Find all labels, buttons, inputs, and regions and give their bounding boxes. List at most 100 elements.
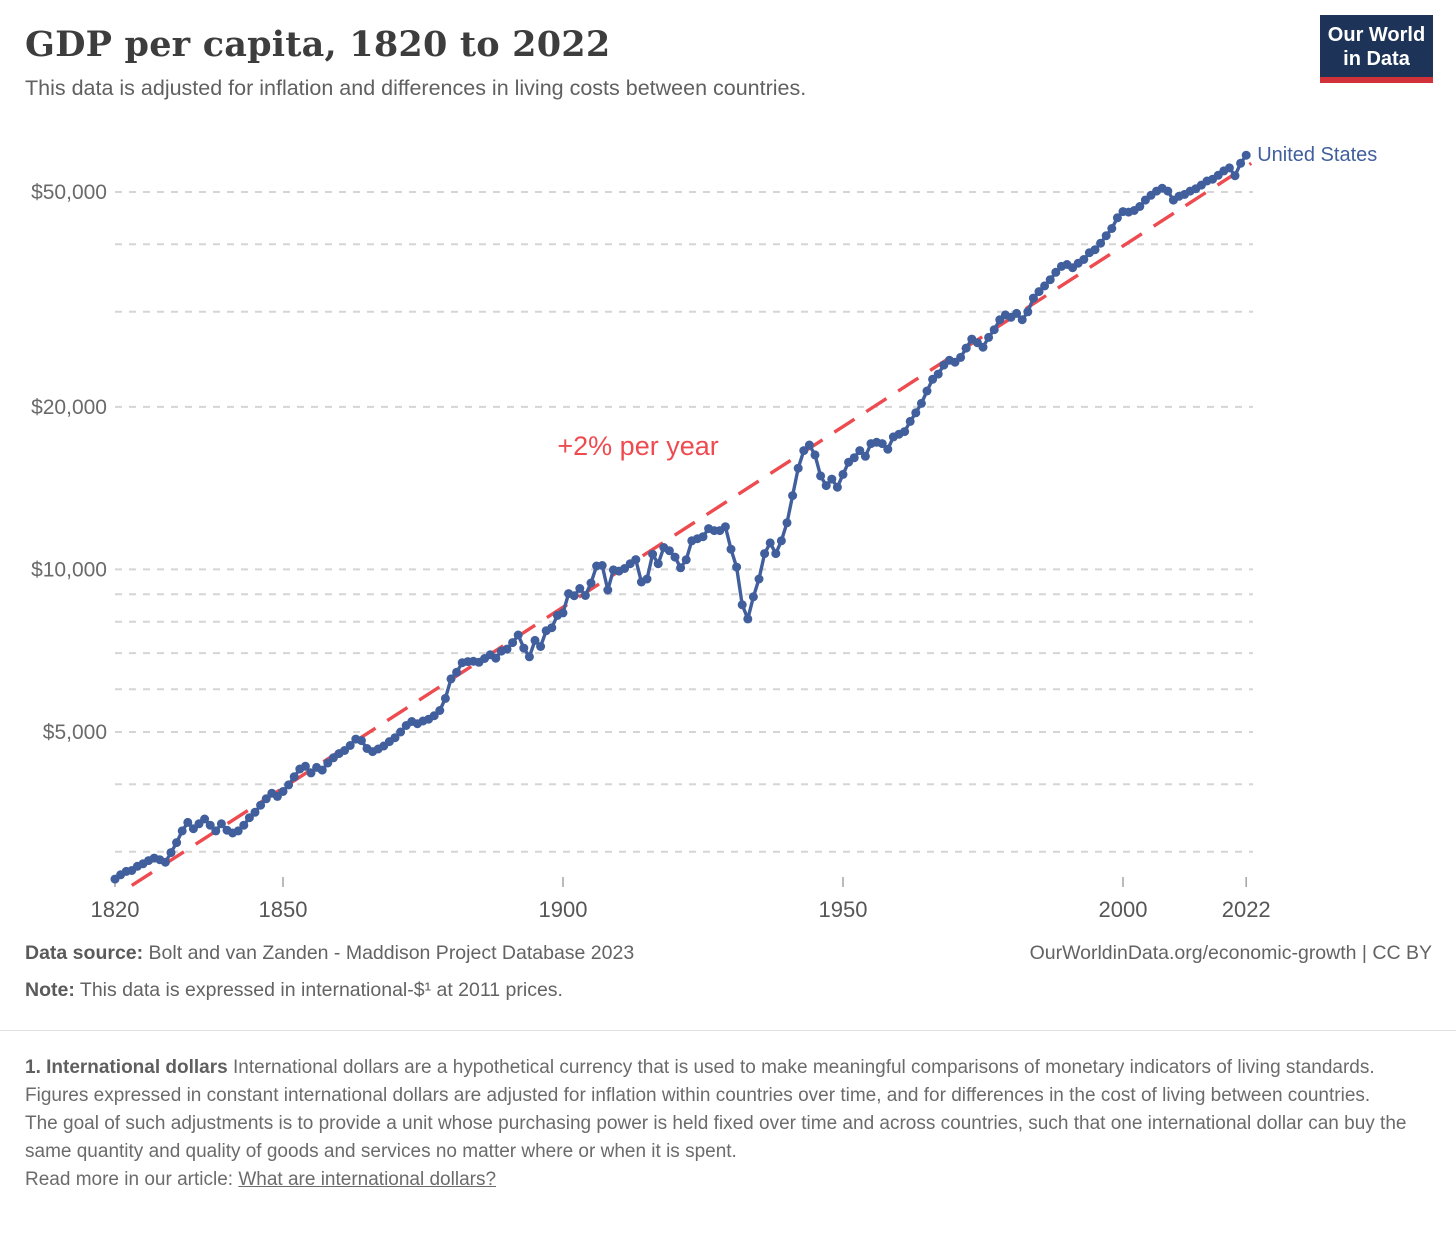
data-point xyxy=(1045,275,1055,285)
source-row: Data source: Bolt and van Zanden - Maddi… xyxy=(25,942,1432,965)
data-point xyxy=(827,474,837,484)
data-point xyxy=(883,444,893,454)
data-point xyxy=(793,463,803,473)
data-point xyxy=(452,667,462,677)
data-point xyxy=(631,555,641,565)
data-point xyxy=(306,768,316,778)
data-point xyxy=(233,826,243,836)
data-point xyxy=(961,343,971,353)
data-point xyxy=(771,549,781,559)
data-point xyxy=(356,736,366,746)
data-point xyxy=(754,574,764,584)
data-point xyxy=(860,451,870,461)
data-point xyxy=(435,706,445,715)
footnote-heading: 1. International dollars xyxy=(25,1057,228,1078)
trend-annotation: +2% per year xyxy=(557,431,718,461)
owid-logo-line2: in Data xyxy=(1343,48,1410,70)
data-point xyxy=(776,536,786,546)
data-point xyxy=(216,819,226,829)
international-dollars-link[interactable]: What are international dollars? xyxy=(238,1169,497,1190)
data-point xyxy=(440,693,450,703)
data-point xyxy=(317,765,327,775)
note-row: Note: This data is expressed in internat… xyxy=(25,979,563,1002)
data-point xyxy=(519,643,529,653)
data-point xyxy=(396,727,406,737)
data-point xyxy=(1230,171,1240,181)
data-point xyxy=(810,450,820,460)
credit-link[interactable]: OurWorldinData.org/economic-growth | CC … xyxy=(1029,942,1432,964)
data-point xyxy=(1090,245,1100,255)
x-axis-label: 1900 xyxy=(539,897,588,922)
data-point xyxy=(1079,255,1089,264)
data-point xyxy=(821,481,831,491)
x-axis-label: 2000 xyxy=(1099,897,1148,922)
data-point xyxy=(838,469,848,479)
data-point xyxy=(244,813,254,823)
y-axis-label: $10,000 xyxy=(31,558,107,581)
y-axis-label: $5,000 xyxy=(43,721,107,744)
data-point xyxy=(508,638,518,648)
data-point xyxy=(1236,158,1246,168)
data-point xyxy=(916,398,926,408)
footnote-paragraph-3: The goal of such adjustments is to provi… xyxy=(25,1113,1407,1162)
data-point xyxy=(558,608,568,618)
data-point xyxy=(502,644,512,654)
data-point xyxy=(698,532,708,542)
data-point xyxy=(1023,307,1033,317)
data-point xyxy=(536,642,546,651)
data-point xyxy=(877,439,887,449)
data-point xyxy=(681,555,691,565)
data-point xyxy=(648,549,658,559)
data-point xyxy=(177,826,187,836)
x-axis-label: 2022 xyxy=(1222,897,1271,922)
y-axis-label: $20,000 xyxy=(31,396,107,419)
read-more-text: Read more in our article: xyxy=(25,1169,239,1190)
data-point xyxy=(653,559,663,569)
data-point xyxy=(289,772,299,782)
footnote-text-1: International dollars are a hypothetical… xyxy=(233,1057,1375,1078)
data-point xyxy=(586,578,596,588)
data-point xyxy=(816,471,826,481)
data-source-label: Data source: xyxy=(25,942,144,964)
data-point xyxy=(642,574,652,584)
data-point xyxy=(239,820,249,830)
data-point xyxy=(956,352,966,362)
data-point xyxy=(491,653,501,663)
data-point xyxy=(760,549,770,559)
data-point xyxy=(166,848,176,858)
data-point xyxy=(603,585,613,595)
data-point xyxy=(664,546,674,556)
chart-header: GDP per capita, 1820 to 2022 This data i… xyxy=(25,24,1432,101)
data-point xyxy=(732,562,742,572)
data-point xyxy=(726,544,736,554)
data-point xyxy=(200,814,210,824)
data-point xyxy=(530,635,540,645)
data-point xyxy=(1135,202,1145,211)
x-axis-label: 1850 xyxy=(259,897,308,922)
data-point xyxy=(250,807,260,817)
data-point xyxy=(933,369,943,379)
data-point xyxy=(905,416,915,426)
data-point xyxy=(524,652,534,662)
series-label-united-states: United States xyxy=(1257,144,1377,166)
note-text: This data is expressed in international-… xyxy=(79,979,563,1001)
data-point xyxy=(765,538,775,548)
data-source-text: Bolt and van Zanden - Maddison Project D… xyxy=(148,942,635,964)
data-point xyxy=(1040,281,1050,291)
data-point xyxy=(1224,163,1234,173)
data-point xyxy=(597,561,607,570)
owid-logo[interactable]: Our World in Data xyxy=(1320,15,1433,83)
data-point xyxy=(569,591,579,601)
data-point xyxy=(446,674,456,684)
data-point xyxy=(390,733,400,743)
data-point xyxy=(849,453,859,463)
chart-area: $50,000 $20,000 $10,000 $5,000 1820 1850 1900 1… xyxy=(0,130,1456,930)
data-point xyxy=(1034,287,1044,297)
trend-line xyxy=(130,161,1253,887)
data-point xyxy=(799,446,809,456)
data-point xyxy=(804,440,814,450)
data-point xyxy=(1107,224,1117,233)
data-point xyxy=(720,522,730,532)
data-point xyxy=(513,630,523,640)
data-point xyxy=(256,800,266,810)
